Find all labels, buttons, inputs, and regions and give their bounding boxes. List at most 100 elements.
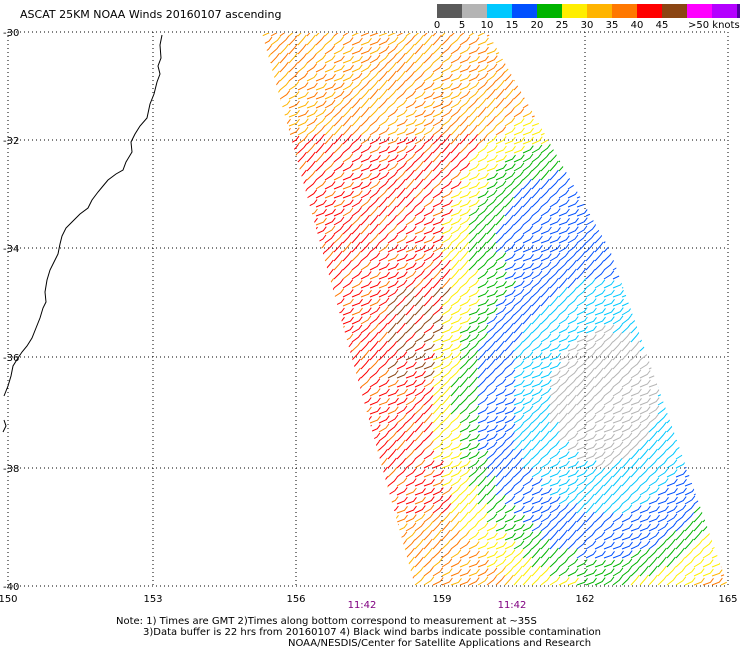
wind-barb <box>666 370 678 379</box>
wind-barb <box>360 181 372 190</box>
wind-barb <box>522 109 534 118</box>
wind-barb <box>621 145 633 154</box>
wind-barb <box>522 313 532 325</box>
wind-barb <box>387 70 397 82</box>
wind-barb <box>270 109 282 118</box>
wind-barb <box>603 367 613 379</box>
wind-barb <box>522 439 532 451</box>
wind-barb <box>621 533 633 541</box>
wind-barb <box>414 81 426 91</box>
wind-barb <box>522 196 532 208</box>
wind-barb <box>702 568 714 577</box>
wind-barb <box>306 73 318 82</box>
wind-barb <box>270 496 282 505</box>
wind-barb <box>477 207 488 217</box>
wind-barb <box>414 314 425 325</box>
wind-barb <box>675 227 687 235</box>
wind-barb <box>387 341 398 352</box>
wind-barb <box>495 136 507 145</box>
wind-barb <box>459 259 469 271</box>
wind-barb <box>495 233 506 244</box>
wind-barb <box>657 522 669 532</box>
wind-barb <box>306 361 318 370</box>
wind-barb <box>432 189 444 199</box>
wind-barb <box>549 469 561 478</box>
wind-barb <box>279 514 291 523</box>
wind-barb <box>414 217 426 226</box>
wind-barb <box>297 403 307 415</box>
wind-barb <box>387 313 397 325</box>
wind-barb <box>720 98 728 109</box>
wind-barb <box>486 214 496 226</box>
wind-barb <box>558 441 570 451</box>
wind-barb <box>378 388 390 397</box>
wind-barb <box>702 287 713 298</box>
wind-barb <box>639 574 649 586</box>
wind-barb <box>621 424 633 433</box>
wind-barb <box>486 332 497 343</box>
wind-barb <box>639 89 650 100</box>
wind-barb <box>522 487 534 496</box>
wind-barb <box>675 198 687 208</box>
wind-barb <box>693 368 704 379</box>
wind-barb <box>432 117 444 127</box>
wind-barb <box>684 478 696 487</box>
wind-barb <box>351 115 361 127</box>
wind-barb <box>459 395 470 406</box>
wind-barb <box>558 386 569 397</box>
wind-barb <box>630 233 641 244</box>
wind-barb <box>486 387 498 397</box>
wind-barb <box>648 304 658 316</box>
wind-barb <box>432 142 442 154</box>
wind-barb <box>414 449 425 460</box>
wind-barb <box>387 467 398 478</box>
wind-barb <box>486 206 497 217</box>
wind-barb <box>423 538 433 550</box>
wind-barb <box>396 413 407 424</box>
wind-barb <box>351 324 363 334</box>
wind-barb <box>459 288 471 298</box>
wind-barb <box>603 576 615 586</box>
wind-barb <box>567 64 579 73</box>
wind-barb <box>540 278 551 289</box>
wind-barb <box>333 225 344 235</box>
wind-barb <box>720 451 728 460</box>
wind-barb <box>567 494 578 505</box>
wind-barb <box>639 118 651 127</box>
wind-barb <box>648 467 659 478</box>
wind-barb <box>720 405 728 415</box>
wind-barb <box>270 304 280 316</box>
wind-barb <box>585 317 597 325</box>
wind-barb <box>279 197 290 208</box>
wind-barb <box>720 279 728 289</box>
wind-barb <box>369 262 381 271</box>
wind-barb <box>612 307 624 316</box>
wind-barb <box>495 388 507 397</box>
wind-barb <box>369 46 381 55</box>
wind-barb <box>540 269 551 280</box>
wind-barb <box>630 466 640 478</box>
wind-barb <box>585 530 596 541</box>
wind-barb <box>567 385 577 397</box>
wind-barb <box>675 252 687 262</box>
wind-barb <box>675 496 687 505</box>
wind-barb <box>378 297 390 307</box>
wind-barb <box>333 143 344 154</box>
wind-barb <box>468 358 478 370</box>
wind-barb <box>630 205 640 217</box>
wind-barb <box>666 421 676 433</box>
wind-barb <box>558 305 569 316</box>
wind-barb <box>369 457 379 469</box>
wind-barb <box>513 422 524 433</box>
wind-barb <box>262 360 273 370</box>
wind-barb <box>306 315 318 325</box>
wind-barb <box>576 485 587 496</box>
wind-barb <box>675 370 687 379</box>
wind-barb <box>666 207 678 217</box>
wind-barb <box>387 205 397 217</box>
wind-barb <box>522 162 533 172</box>
wind-barb <box>576 307 588 316</box>
wind-barb <box>378 431 389 442</box>
wind-barb <box>369 541 381 550</box>
wind-barb <box>423 208 435 217</box>
